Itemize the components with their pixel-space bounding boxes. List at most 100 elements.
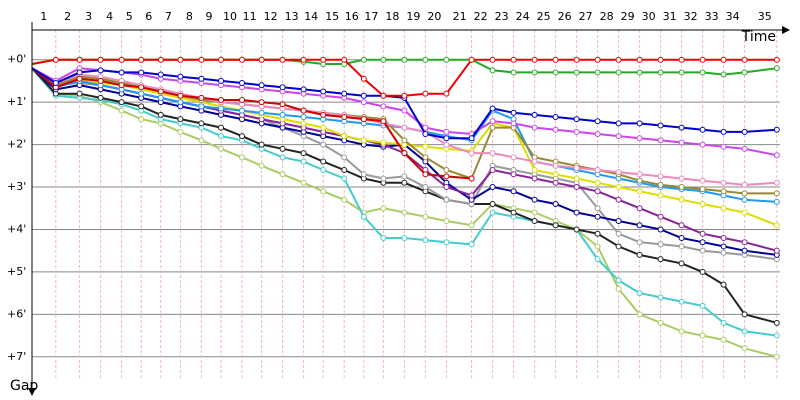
data-point	[279, 84, 286, 91]
data-point	[239, 107, 245, 114]
data-point	[678, 222, 685, 229]
x-tick-label: 9	[206, 10, 213, 23]
data-point	[422, 56, 429, 63]
data-point	[422, 213, 429, 220]
data-point	[615, 217, 622, 224]
data-point	[138, 116, 145, 123]
data-point	[218, 77, 224, 84]
x-tick-label: 14	[304, 10, 318, 23]
data-point	[76, 56, 83, 63]
data-point	[510, 188, 517, 195]
data-point	[118, 69, 125, 76]
data-point	[157, 88, 164, 95]
data-point	[773, 353, 780, 360]
series-line	[31, 67, 777, 256]
data-point	[720, 205, 727, 212]
data-point	[360, 92, 367, 99]
data-point	[279, 154, 286, 161]
data-point	[678, 243, 685, 250]
x-tick-label: 3	[85, 10, 92, 23]
data-point	[657, 181, 664, 188]
data-point	[699, 247, 706, 254]
data-point	[489, 56, 496, 63]
data-point	[76, 69, 83, 76]
data-point	[510, 209, 517, 216]
data-point	[741, 190, 748, 197]
plot	[31, 56, 780, 360]
data-point	[573, 56, 580, 63]
data-point	[657, 173, 664, 180]
data-point	[678, 196, 685, 203]
data-point	[118, 82, 125, 89]
data-point	[531, 175, 538, 182]
x-tick-label: 6	[145, 10, 152, 23]
data-point	[401, 92, 408, 99]
x-tick-label: 24	[516, 10, 530, 23]
data-point	[636, 311, 643, 318]
data-point	[422, 184, 429, 191]
data-point	[380, 56, 387, 63]
data-point	[76, 90, 83, 97]
data-point	[258, 141, 265, 148]
data-point	[118, 99, 125, 106]
data-point	[157, 71, 164, 78]
data-point	[678, 298, 685, 305]
series-line	[31, 67, 777, 337]
data-point	[279, 101, 286, 108]
x-tick-label: 27	[579, 10, 593, 23]
data-point	[741, 69, 748, 76]
data-point	[177, 56, 184, 63]
data-point	[360, 56, 367, 63]
data-point	[300, 86, 307, 93]
data-point	[636, 205, 643, 212]
data-point	[320, 167, 327, 174]
data-point	[320, 56, 327, 63]
x-tick-label: 28	[600, 10, 614, 23]
data-point	[258, 162, 265, 169]
data-point	[699, 268, 706, 275]
data-point	[636, 188, 643, 195]
data-point	[341, 175, 348, 182]
data-point	[177, 99, 184, 106]
x-tick-label: 30	[642, 10, 656, 23]
x-axis-arrow	[782, 26, 790, 34]
data-point	[422, 130, 429, 137]
data-point	[678, 328, 685, 335]
data-point	[138, 84, 145, 91]
data-point	[380, 118, 387, 125]
data-point	[594, 230, 601, 237]
data-point	[341, 133, 348, 140]
data-point	[341, 154, 348, 161]
data-point	[720, 249, 727, 256]
data-point	[198, 120, 205, 127]
data-point	[198, 56, 205, 63]
data-point	[636, 251, 643, 258]
data-point	[177, 92, 184, 99]
data-point	[699, 239, 706, 246]
data-point	[657, 192, 664, 199]
data-point	[699, 69, 706, 76]
data-point	[699, 186, 706, 193]
data-point	[360, 137, 367, 144]
data-point	[531, 56, 538, 63]
data-point	[218, 105, 224, 112]
data-point	[720, 188, 727, 195]
data-point	[489, 184, 496, 191]
data-point	[594, 167, 601, 174]
data-point	[657, 241, 664, 248]
data-point	[300, 114, 307, 120]
data-point	[401, 179, 408, 186]
data-point	[573, 175, 580, 182]
data-point	[773, 319, 780, 326]
data-point	[531, 111, 538, 118]
data-point	[422, 90, 429, 97]
data-point	[218, 56, 224, 63]
y-axis-arrow	[28, 388, 36, 396]
data-point	[177, 73, 184, 80]
x-tick-label: 5	[126, 10, 133, 23]
data-point	[678, 124, 685, 131]
data-point	[279, 145, 286, 152]
data-point	[97, 56, 104, 63]
data-point	[239, 56, 245, 63]
data-point	[615, 184, 622, 191]
